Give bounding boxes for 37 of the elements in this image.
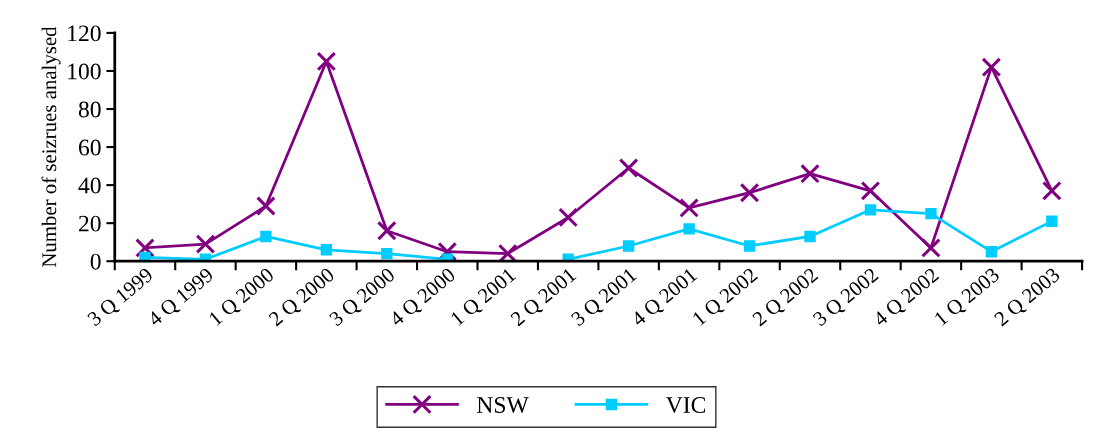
point	[739, 182, 760, 203]
point	[860, 180, 881, 201]
y-axis-title: Number of seizrues analysed	[41, 26, 61, 268]
point	[921, 238, 941, 258]
point	[800, 163, 820, 184]
point	[135, 238, 155, 258]
point	[1041, 180, 1062, 201]
point	[743, 240, 756, 252]
point	[558, 207, 579, 228]
point	[381, 247, 393, 260]
y-tick-label: 0	[90, 253, 101, 270]
point	[618, 158, 639, 178]
point	[925, 207, 937, 220]
point	[981, 57, 1002, 78]
point	[437, 241, 458, 262]
point	[864, 204, 877, 216]
y-tick-label: 120	[68, 25, 101, 42]
point	[320, 244, 333, 256]
point	[804, 230, 816, 243]
point	[497, 243, 518, 262]
point	[376, 220, 397, 241]
legend-label: VIC	[666, 397, 706, 414]
point	[260, 230, 272, 243]
y-tick-label: 80	[78, 101, 101, 118]
y-tick-label: 60	[78, 139, 101, 156]
y-tick-label: 100	[68, 63, 101, 80]
point	[679, 198, 699, 218]
point	[195, 234, 216, 254]
legend-label: NSW	[477, 397, 529, 414]
point	[256, 196, 276, 216]
point	[316, 51, 337, 72]
point	[985, 246, 998, 258]
y-tick-label: 40	[78, 177, 101, 194]
point	[622, 240, 635, 252]
point	[683, 223, 695, 235]
y-tick-label: 20	[79, 215, 101, 232]
point	[1046, 215, 1058, 227]
